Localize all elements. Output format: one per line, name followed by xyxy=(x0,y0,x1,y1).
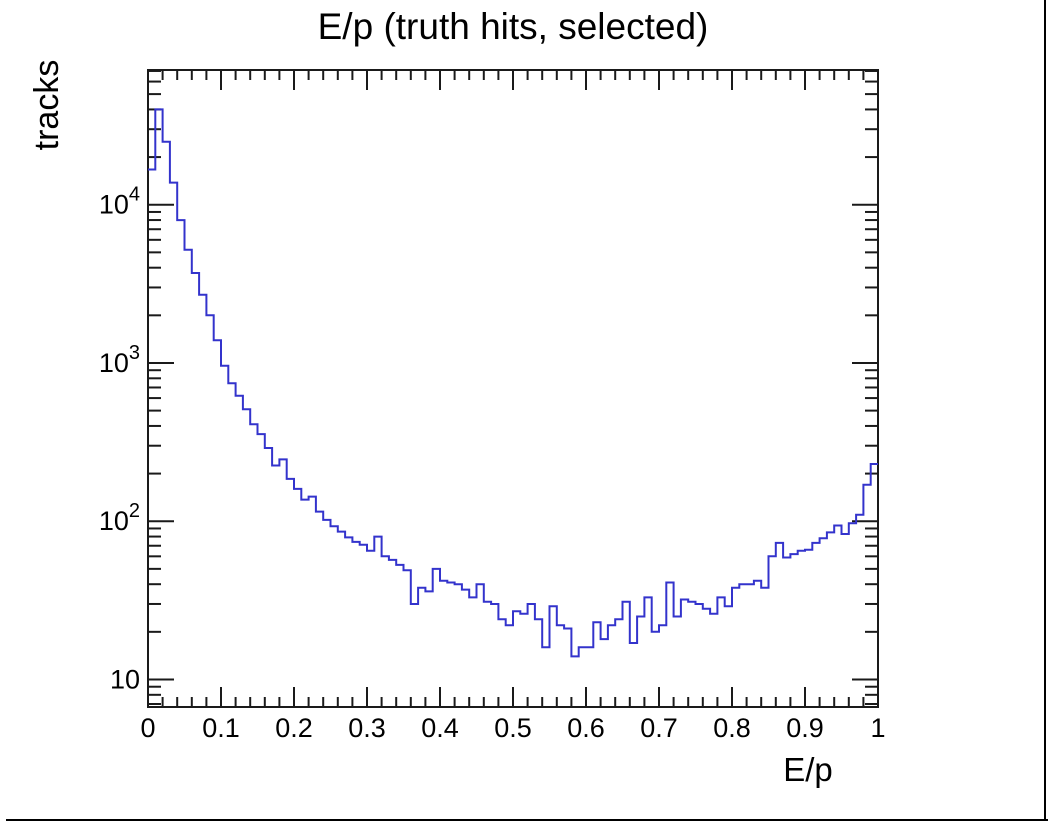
x-axis-title: E/p xyxy=(783,751,833,788)
x-tick-label: 0.8 xyxy=(713,713,751,743)
canvas-border-right xyxy=(1044,0,1046,821)
y-tick-label: 103 xyxy=(99,342,140,378)
y-tick-label: 10 xyxy=(110,664,140,694)
x-tick-label: 0.7 xyxy=(640,713,678,743)
plot-title: E/p (truth hits, selected) xyxy=(317,6,709,47)
canvas-border-bottom xyxy=(6,819,1048,821)
y-tick-labels: 10 102 103 104 xyxy=(99,184,140,695)
plot-frame xyxy=(147,69,879,708)
x-tick-label: 0 xyxy=(140,713,155,743)
x-tick-label: 0.4 xyxy=(421,713,459,743)
x-tick-labels: 0 0.1 0.2 0.3 0.4 0.5 0.6 0.7 0.8 0.9 1 xyxy=(140,713,885,743)
x-tick-label: 0.2 xyxy=(275,713,313,743)
x-tick-label: 0.3 xyxy=(348,713,386,743)
y-tick-label: 102 xyxy=(99,500,140,536)
x-tick-label: 0.1 xyxy=(202,713,240,743)
y-tick-label: 104 xyxy=(99,184,140,220)
x-tick-label: 0.5 xyxy=(494,713,532,743)
histogram-line xyxy=(148,108,878,658)
x-tick-label: 1 xyxy=(870,713,885,743)
x-tick-label: 0.9 xyxy=(786,713,824,743)
x-tick-label: 0.6 xyxy=(567,713,605,743)
